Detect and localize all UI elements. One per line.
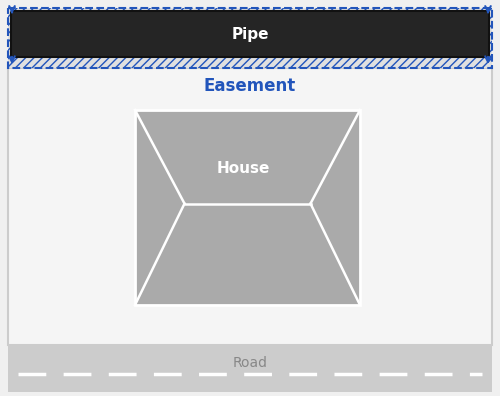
- Bar: [135, 110, 360, 305]
- Bar: [8, 8, 492, 68]
- Bar: [8, 68, 492, 345]
- Bar: [8, 345, 492, 392]
- Text: Easement: Easement: [204, 77, 296, 95]
- Text: Pipe: Pipe: [231, 27, 269, 42]
- Text: House: House: [216, 161, 270, 176]
- FancyBboxPatch shape: [11, 11, 489, 57]
- Text: Road: Road: [232, 356, 268, 370]
- Bar: [8, 8, 492, 68]
